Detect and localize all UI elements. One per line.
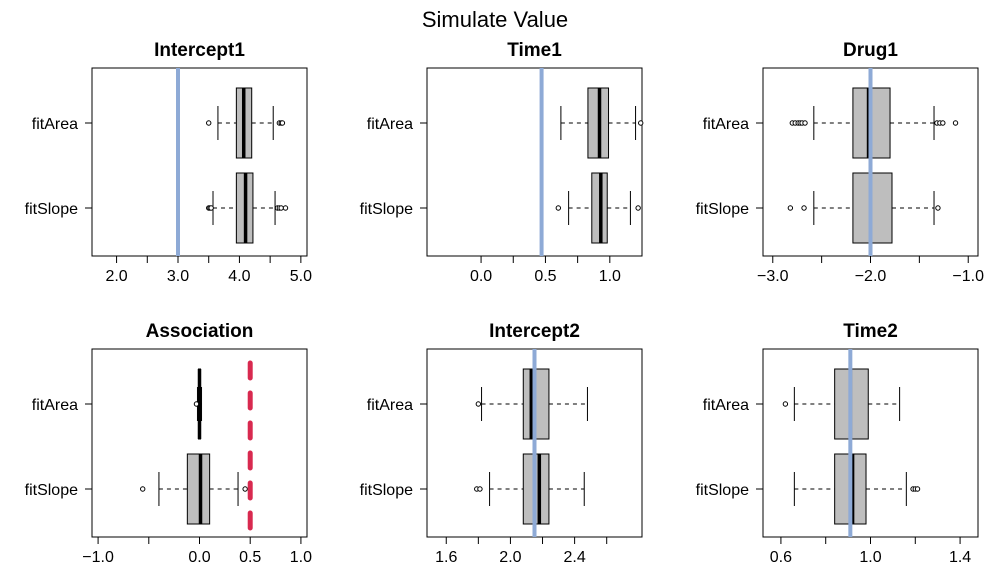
panel-title: Intercept2 [489,321,580,342]
outlier-point [638,120,644,126]
outlier-point [801,205,807,211]
x-tick-label: −1.0 [952,268,984,285]
plot-frame [426,67,643,257]
category-label: fitSlope [696,201,749,218]
x-tick-label: 1.0 [859,549,881,566]
box-fitArea [560,87,644,159]
outlier-point [787,205,794,211]
outlier-point [279,120,286,126]
x-tick-label: 5.0 [290,268,312,285]
panel-title: Drug1 [843,40,898,61]
category-label: fitArea [703,397,749,414]
box-fitArea [782,368,901,440]
chart-panel-3: Drug1 fitArea fitSlope −3.0 −2.0 −1.0 [696,40,984,285]
x-tick-label: 1.4 [949,549,971,566]
x-tick-label: 2.0 [105,268,127,285]
panel-title: Time2 [843,321,898,342]
category-label: fitSlope [360,482,413,499]
box-fitSlope [474,453,585,525]
category-label: fitSlope [25,482,78,499]
x-tick-label: 1.6 [435,549,457,566]
box-fitSlope [555,172,641,244]
outlier-point [555,205,562,211]
box-fitSlope [793,453,921,525]
category-label: fitArea [367,397,413,414]
outlier-point [952,120,959,126]
outlier-point [206,120,212,126]
category-label: fitSlope [360,201,413,218]
x-tick-label: 0.0 [470,268,492,285]
category-label: fitArea [367,116,413,133]
outlier-point [208,205,214,211]
chart-panel-6: Time2 fitArea fitSlope 0.6 1.0 1.4 [696,321,979,566]
outlier-point [278,205,284,211]
outlier-point [193,401,200,407]
x-tick-label: 0.6 [770,549,792,566]
x-tick-label: 4.0 [228,268,250,285]
x-tick-label: −1.0 [82,549,114,566]
chart-panel-1: Intercept1 fitArea fitSlope 2.0 3.0 4.0 5.0 [25,40,312,285]
x-tick-label: 1.0 [599,268,621,285]
category-label: fitArea [32,116,78,133]
iqr-box [186,453,211,525]
category-label: fitSlope [696,482,749,499]
x-tick-label: −2.0 [855,268,887,285]
chart-panel-5: Intercept2 fitArea fitSlope 1.6 2.0 2.4 [360,321,643,566]
panel-title: Intercept1 [154,40,245,61]
plot-frame [762,348,979,538]
x-tick-label: −3.0 [757,268,789,285]
box-fitSlope [787,172,941,244]
outlier-point [242,486,248,492]
chart-panel-4: Association fitArea fitSlope −1.0 0.0 0.5 1.0 [25,321,313,566]
plot-frame [91,67,308,257]
panel-title: Time1 [507,40,562,61]
box-fitArea [206,87,286,159]
x-tick-label: 0.5 [239,549,261,566]
x-tick-label: 0.0 [188,549,210,566]
box-fitArea [475,368,588,440]
box-fitArea [789,87,959,159]
outlier-point [477,486,483,492]
category-label: fitSlope [25,201,78,218]
outlier-point [940,120,946,126]
category-label: fitArea [32,397,78,414]
box-fitArea [193,368,203,440]
outlier-point [802,120,808,126]
outlier-point [782,401,789,407]
outlier-point [140,486,146,492]
x-tick-label: 3.0 [167,268,189,285]
x-tick-label: 2.4 [563,549,585,566]
outlier-point [635,205,641,211]
x-tick-label: 0.5 [534,268,556,285]
outlier-point [935,205,941,211]
outlier-point [475,401,482,407]
category-label: fitArea [703,116,749,133]
figure-title: Simulate Value [422,7,568,32]
panel-title: Association [146,321,254,342]
box-fitSlope [140,453,248,525]
outlier-point [282,205,289,211]
x-tick-label: 1.0 [290,549,312,566]
box-fitSlope [206,172,289,244]
x-tick-label: 2.0 [499,549,521,566]
outlier-point [914,486,921,492]
chart-panel-2: Time1 fitArea fitSlope 0.0 0.5 1.0 [360,40,644,285]
